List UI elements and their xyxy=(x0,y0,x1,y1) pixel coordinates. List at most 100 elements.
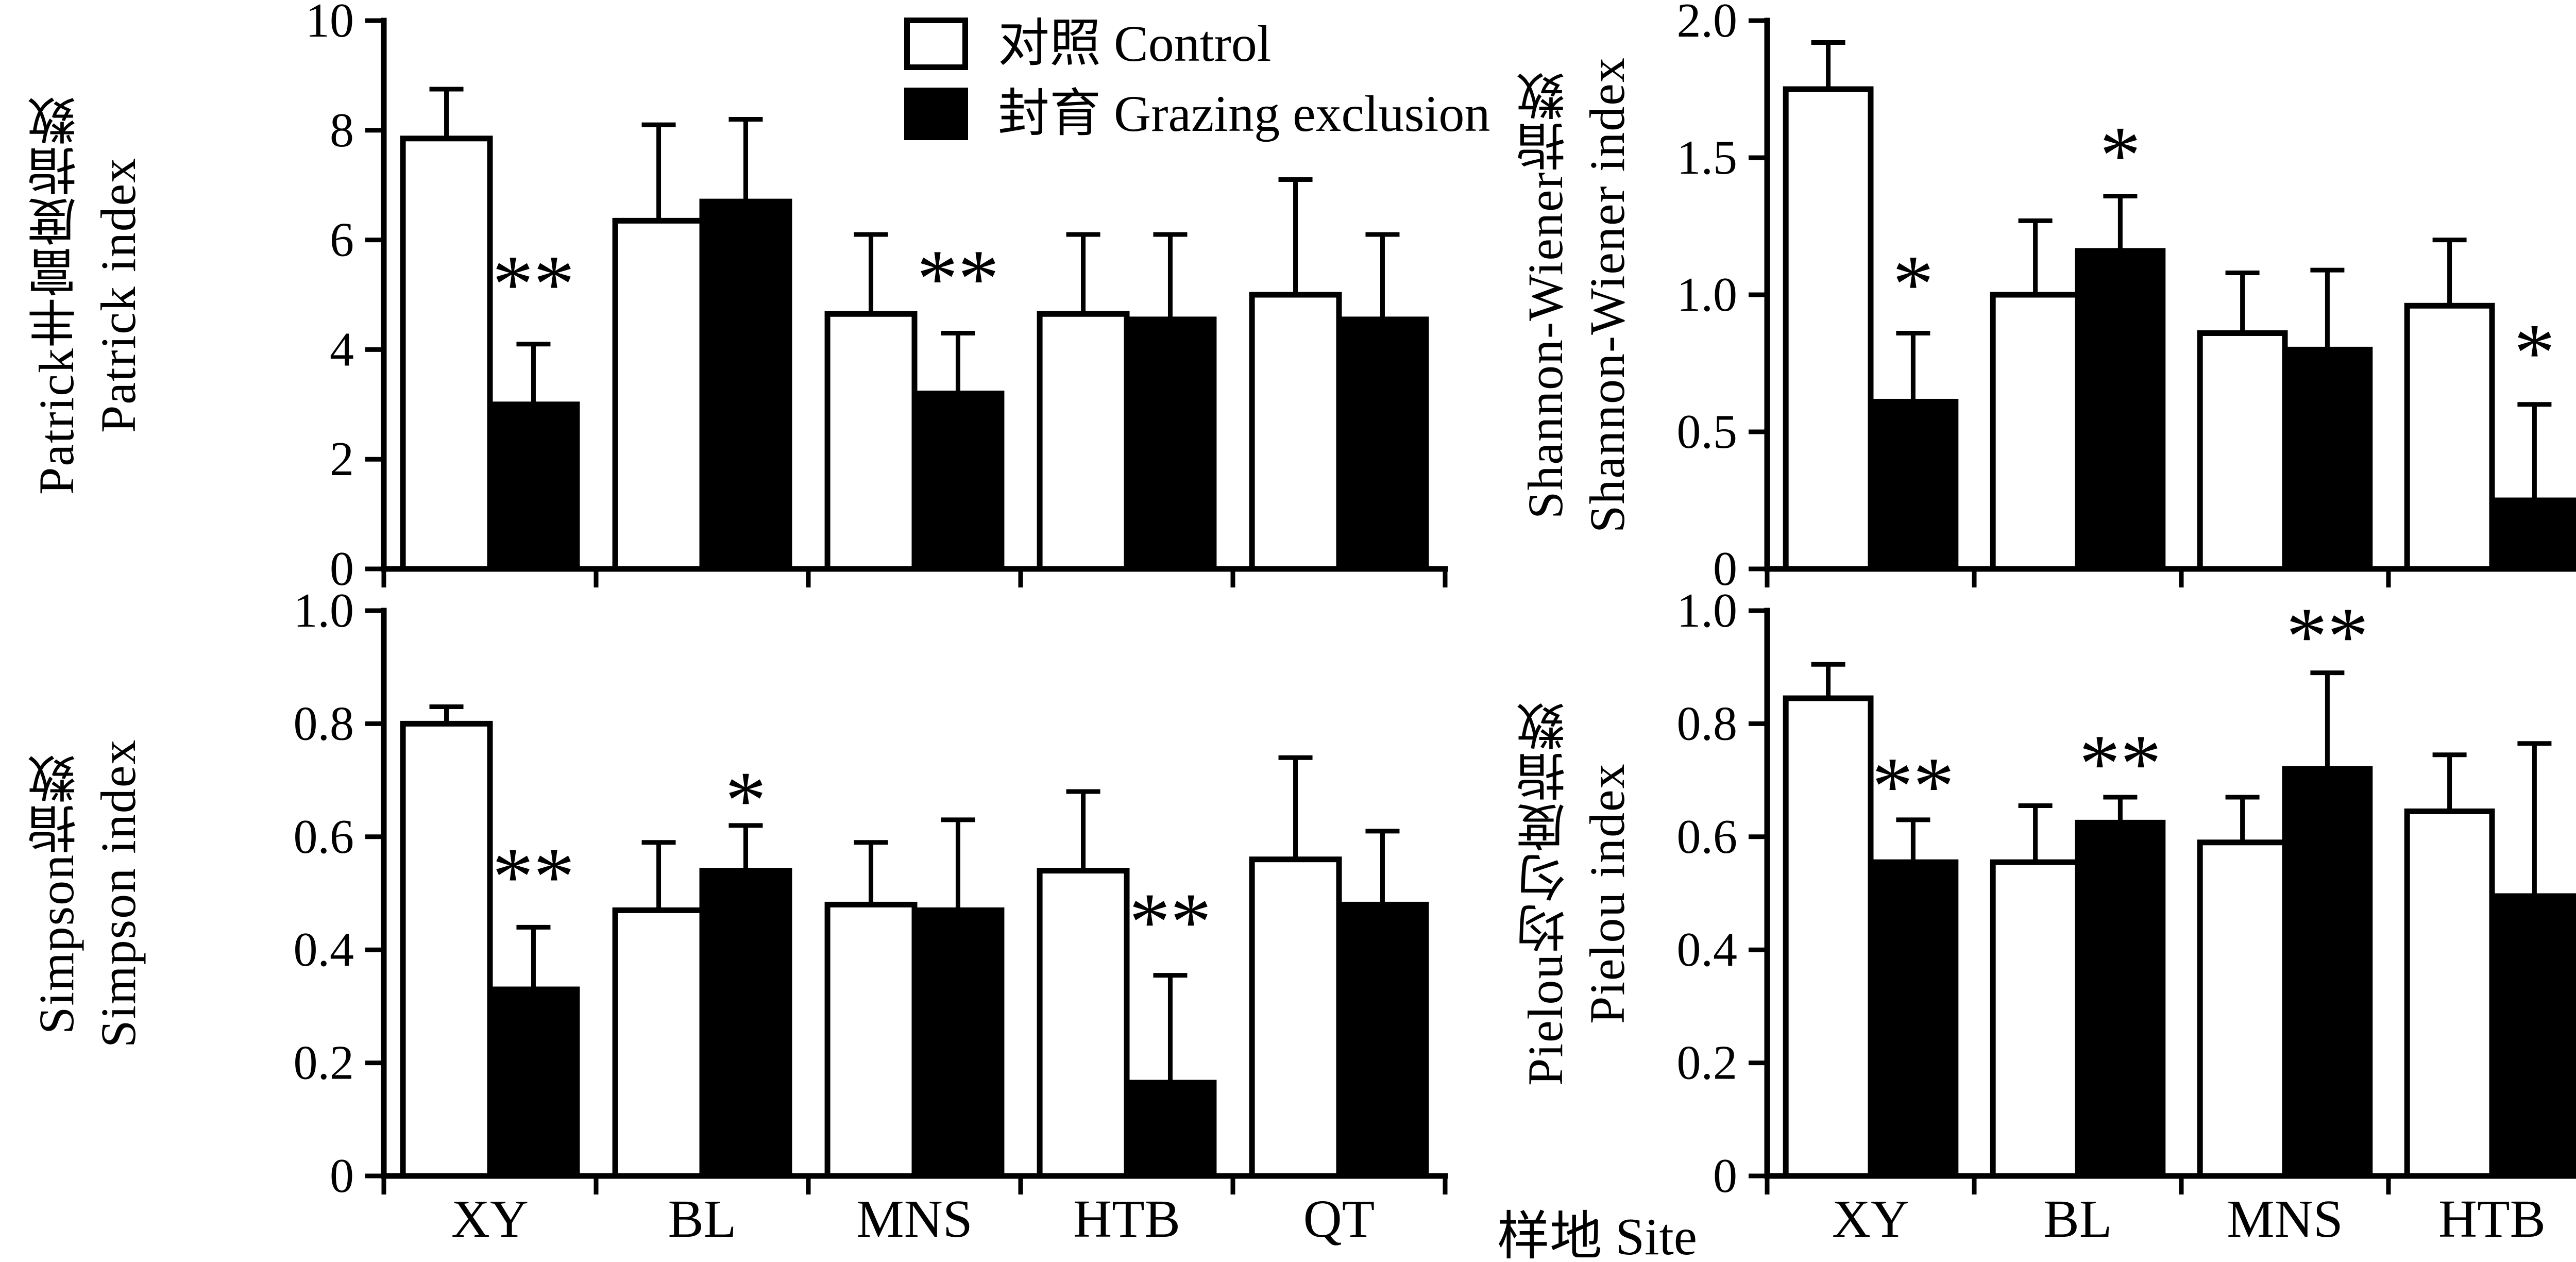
y-axis-label-patrick-en: Patrick index xyxy=(91,157,146,433)
significance-mark-HTB: * xyxy=(2514,307,2555,398)
significance-mark-BL: * xyxy=(725,754,766,846)
y-tick-label: 1.0 xyxy=(1677,268,1738,322)
bar-XY xyxy=(1783,695,1874,1179)
y-axis-label-simpson-en: Simpson index xyxy=(91,738,146,1048)
y-tick-label: 6 xyxy=(330,213,354,267)
bar-BL xyxy=(1990,292,2081,572)
y-tick-label: 0.2 xyxy=(1677,1036,1738,1090)
y-tick-label: 0.4 xyxy=(1677,923,1738,977)
bar-MNS xyxy=(824,901,918,1179)
y-tick-label: 0 xyxy=(1713,1149,1737,1203)
bar-HTB xyxy=(2489,893,2576,1179)
bar-XY xyxy=(400,136,493,572)
legend-item-grazing-exclusion: 封育 Grazing exclusion xyxy=(904,86,1490,142)
bar-QT xyxy=(1336,316,1429,572)
x-tick-label-BL: BL xyxy=(2044,1189,2112,1249)
bar-XY xyxy=(1868,398,1959,572)
y-axis-label-pielou-zh: Pielou均匀度指数 xyxy=(1518,700,1573,1086)
y-axis-label-shannon-zh: Shannon-Wiener指数 xyxy=(1518,70,1573,519)
x-tick-label-BL: BL xyxy=(668,1189,737,1249)
bar-BL xyxy=(1990,859,2081,1179)
bar-MNS xyxy=(911,391,1005,572)
y-tick-label: 1.0 xyxy=(1677,584,1738,637)
significance-mark-XY: ** xyxy=(492,238,574,330)
bar-BL xyxy=(612,907,705,1179)
bar-BL xyxy=(699,198,792,572)
y-axis-label-shannon: Shannon-Wiener指数 Shannon-Wiener index xyxy=(1515,21,1638,569)
x-tick-label-MNS: MNS xyxy=(856,1189,972,1249)
y-tick-label: 0.6 xyxy=(1677,810,1738,864)
axes: 0 2 4 6 8 10 xyxy=(306,0,1448,596)
bar-MNS xyxy=(2282,346,2373,572)
y-tick-label: 0 xyxy=(1713,542,1737,596)
y-tick-label: 10 xyxy=(306,0,354,47)
x-axis-label-site: 样地 Site xyxy=(1497,1208,1698,1262)
significance-mark-XY: ** xyxy=(492,831,574,922)
y-tick-label: 1.5 xyxy=(1677,131,1738,184)
shannon-wiener-index-plot: 0 0.5 1.0 1.5 2.0 * * * xyxy=(1677,0,2576,596)
x-tick-label-HTB: HTB xyxy=(1073,1189,1180,1249)
bar-MNS xyxy=(824,311,918,572)
bar-HTB xyxy=(1124,1080,1217,1179)
bar-BL xyxy=(612,217,705,572)
significance-mark-XY: * xyxy=(1892,238,1934,330)
y-tick-label: 1.0 xyxy=(294,584,354,637)
y-axis-label-patrick-zh: Patrick丰富度指数 xyxy=(29,95,84,495)
y-tick-label: 0.8 xyxy=(294,697,354,750)
patrick-index-plot: 0 2 4 6 8 10 ** ** xyxy=(306,0,1448,596)
y-axis-label-simpson: Simpson指数 Simpson index xyxy=(26,611,149,1176)
bar-QT xyxy=(1249,292,1342,572)
bar-HTB xyxy=(2404,808,2495,1179)
bar-MNS xyxy=(2197,839,2288,1179)
bars-grazing-exclusion xyxy=(1868,670,2576,1179)
bar-HTB xyxy=(1124,316,1217,572)
legend-label-control: 对照 Control xyxy=(998,15,1272,72)
y-tick-label: 0.2 xyxy=(294,1036,354,1090)
y-axis-label-patrick: Patrick丰富度指数 Patrick index xyxy=(26,21,149,569)
axes: 0 0.5 1.0 1.5 2.0 xyxy=(1677,0,2576,596)
significance-mark-BL: ** xyxy=(2079,717,2161,809)
bar-BL xyxy=(2075,248,2166,572)
significance-mark-BL: * xyxy=(2099,109,2141,201)
y-tick-label: 0.6 xyxy=(294,810,354,864)
y-tick-label: 0 xyxy=(330,1149,354,1203)
bar-HTB xyxy=(1037,311,1130,572)
bar-MNS xyxy=(2282,766,2373,1179)
x-tick-label-XY: XY xyxy=(451,1189,529,1249)
significance-mark-HTB: ** xyxy=(1129,876,1211,967)
y-tick-label: 8 xyxy=(330,104,354,157)
y-axis-label-pielou: Pielou均匀度指数 Pielou index xyxy=(1515,611,1638,1176)
bars-control xyxy=(400,87,1342,572)
y-axis-label-simpson-zh: Simpson指数 xyxy=(29,752,84,1034)
y-tick-label: 4 xyxy=(330,323,354,376)
legend-label-grazing-exclusion: 封育 Grazing exclusion xyxy=(998,85,1490,142)
y-tick-label: 0.5 xyxy=(1677,405,1738,459)
significance-mark-XY: ** xyxy=(1872,740,1954,832)
x-tick-label-XY: XY xyxy=(1832,1189,1909,1249)
legend: 对照 Control 封育 Grazing exclusion xyxy=(904,15,1490,142)
bar-QT xyxy=(1336,901,1429,1179)
x-tick-label-MNS: MNS xyxy=(2227,1189,2343,1249)
y-tick-label: 0.4 xyxy=(294,923,354,977)
bar-XY xyxy=(487,401,580,572)
bar-HTB xyxy=(2404,302,2495,572)
axes: 0 0.2 0.4 0.6 0.8 1.0 xyxy=(294,584,1448,1203)
x-tick-label-HTB: HTB xyxy=(2438,1189,2546,1249)
y-tick-label: 0 xyxy=(330,542,354,596)
bar-HTB xyxy=(2489,497,2576,572)
bars-control xyxy=(400,704,1342,1179)
significance-mark-MNS: ** xyxy=(2286,590,2368,682)
bar-MNS xyxy=(2197,330,2288,572)
bar-XY xyxy=(1868,859,1959,1179)
bar-HTB xyxy=(1037,868,1130,1179)
y-tick-label: 2.0 xyxy=(1677,0,1738,47)
bar-BL xyxy=(2075,819,2166,1179)
bar-XY xyxy=(1783,86,1874,572)
grazing-exclusion-swatch-icon xyxy=(904,88,968,140)
bars-grazing-exclusion xyxy=(487,117,1429,572)
axes: 0 0.2 0.4 0.6 0.8 1.0 xyxy=(1677,584,2576,1203)
bars-control xyxy=(1783,40,2495,572)
y-tick-label: 0.8 xyxy=(1677,697,1738,750)
